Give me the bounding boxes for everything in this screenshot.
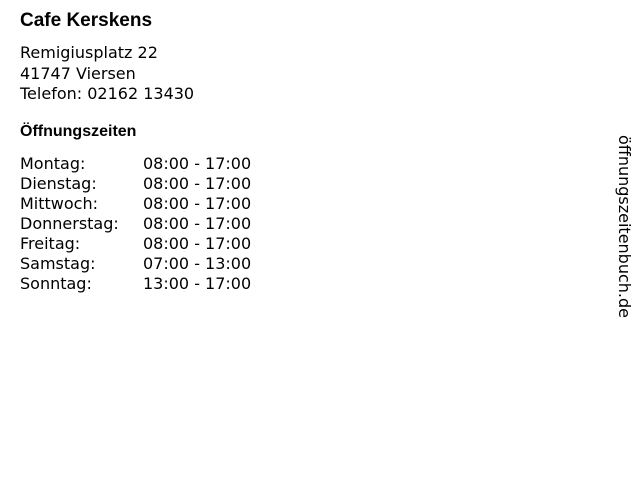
day: Dienstag: <box>20 174 97 193</box>
hours-table: Montag: 08:00 - 17:00 Dienstag: 08:00 - 17… <box>20 154 251 294</box>
business-name: Cafe Kerskens <box>20 10 153 31</box>
city: 41747 Viersen <box>20 63 136 83</box>
time: 08:00 - 17:00 <box>143 214 252 233</box>
hours-row: Mittwoch: 08:00 - 17:00 <box>20 194 251 214</box>
hours-title: Öffnungszeiten <box>20 123 137 140</box>
day: Freitag: <box>20 234 81 253</box>
hours-row: Montag: 08:00 - 17:00 <box>20 154 251 174</box>
watermark: öffnungszeitenbuch.de <box>615 135 634 318</box>
address-block: Remigiusplatz 22 41747 Viersen Telefon: … <box>20 43 194 105</box>
day: Montag: <box>20 154 86 173</box>
time: 08:00 - 17:00 <box>143 154 252 173</box>
hours-row: Donnerstag: 08:00 - 17:00 <box>20 214 251 234</box>
time: 13:00 - 17:00 <box>143 274 252 293</box>
day: Sonntag: <box>20 274 92 293</box>
time: 08:00 - 17:00 <box>143 234 252 253</box>
day: Samstag: <box>20 254 96 273</box>
hours-row: Sonntag: 13:00 - 17:00 <box>20 274 251 294</box>
street: Remigiusplatz 22 <box>20 43 158 62</box>
time: 07:00 - 13:00 <box>143 254 252 273</box>
hours-row: Freitag: 08:00 - 17:00 <box>20 234 251 254</box>
time: 08:00 - 17:00 <box>143 194 252 213</box>
hours-row: Samstag: 07:00 - 13:00 <box>20 254 251 274</box>
hours-row: Dienstag: 08:00 - 17:00 <box>20 174 251 194</box>
day: Mittwoch: <box>20 194 98 213</box>
phone: Telefon: 02162 13430 <box>20 84 195 103</box>
day: Donnerstag: <box>20 214 119 233</box>
time: 08:00 - 17:00 <box>143 174 252 193</box>
